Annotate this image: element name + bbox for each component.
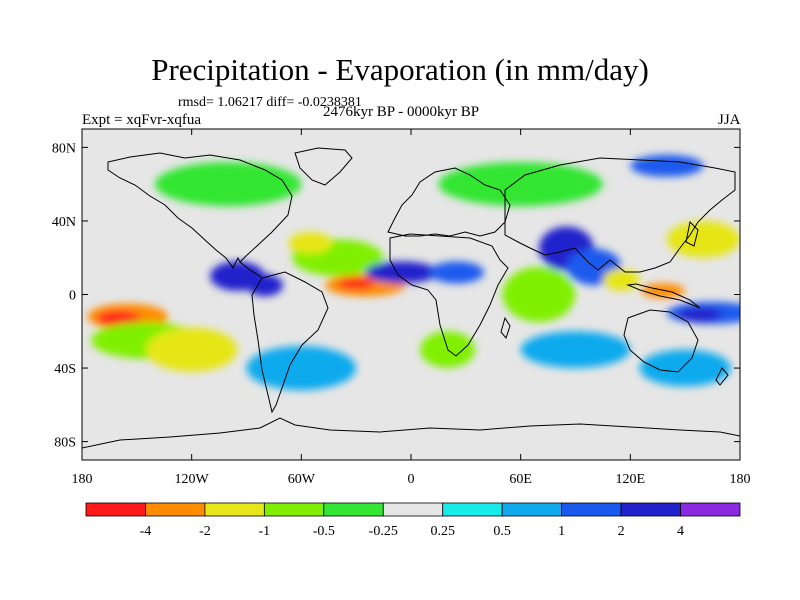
coast-asia	[504, 157, 736, 273]
coast-south-america	[251, 271, 329, 414]
coast-madagascar	[500, 316, 511, 340]
colorbar-swatch	[263, 502, 325, 517]
page-title: Precipitation - Evaporation (in mm/day)	[151, 52, 649, 87]
coast-japan	[685, 220, 699, 247]
colorbar-label: -0.25	[369, 524, 398, 539]
colorbar-label: -4	[140, 524, 152, 539]
coast-antarctica	[82, 417, 740, 449]
colorbar-swatch	[442, 502, 503, 517]
x-tick-label: 60W	[288, 472, 316, 487]
field-patch	[96, 311, 141, 326]
experiment-label: Expt = xqFvr-xqfua	[82, 112, 201, 128]
colorbar-swatch	[85, 502, 146, 517]
colorbar-swatch	[145, 502, 206, 517]
field-patch	[677, 307, 722, 323]
x-tick-label: 0	[408, 472, 415, 487]
coast-new-zealand	[715, 367, 729, 386]
y-tick-label: 80N	[52, 141, 76, 156]
colorbar-label: -1	[259, 524, 271, 539]
colorbar-swatch	[561, 502, 622, 517]
field-patch	[502, 266, 576, 323]
y-tick-label: 80S	[54, 436, 76, 451]
colorbar-swatch	[680, 502, 741, 517]
colorbar-label: 4	[677, 524, 684, 539]
field-patch	[246, 274, 284, 297]
y-tick-label: 40N	[52, 215, 76, 230]
y-tick-label: 40S	[54, 362, 76, 377]
colorbar: -4 -2 -1 -0.5 -0.25 0.25 0.5 1 2 4	[85, 502, 741, 539]
field-patch	[429, 261, 485, 284]
period-label: 2476kyr BP - 0000kyr BP	[323, 104, 480, 120]
field-patch	[641, 283, 686, 299]
y-tick-label: 0	[69, 289, 76, 304]
x-tick-label: 120W	[175, 472, 210, 487]
coast-greenland	[294, 147, 353, 186]
x-tick-label: 60E	[509, 472, 532, 487]
field-patch	[337, 277, 375, 289]
coast-central-america	[239, 261, 263, 279]
colorbar-label: 2	[618, 524, 625, 539]
coast-africa	[389, 233, 509, 357]
field-patch	[639, 349, 731, 387]
colorbar-swatch	[501, 502, 563, 517]
colorbar-swatch	[204, 502, 265, 517]
colorbar-label: 0.5	[493, 524, 511, 539]
colorbar-label: 0.25	[430, 524, 455, 539]
colorbar-swatch	[382, 502, 444, 517]
x-tick-label: 180	[72, 472, 93, 487]
field-patch	[630, 154, 704, 177]
colorbar-label: -2	[199, 524, 211, 539]
field-patch	[438, 162, 603, 207]
colorbar-label: 1	[558, 524, 565, 539]
colorbar-label: -0.5	[313, 524, 335, 539]
coastlines	[82, 147, 740, 449]
field-patch	[155, 162, 302, 207]
rmsd-diff-label: rmsd= 1.06217 diff= -0.0238381	[178, 95, 362, 110]
colorbar-swatch	[620, 502, 681, 517]
colorbar-swatch	[323, 502, 384, 517]
x-tick-label: 120E	[616, 472, 646, 487]
field-patch	[602, 268, 640, 291]
field-patch	[520, 331, 631, 369]
field-patch	[365, 261, 439, 284]
axis-layer: 80N 40N 0 40S 80S 180 120W 60W 0 60E 120E 180	[52, 129, 751, 487]
coast-australia	[623, 309, 699, 373]
field-patch	[145, 327, 238, 372]
coast-maritime-asia	[626, 283, 701, 309]
field-patch	[246, 345, 357, 391]
field-patch	[666, 220, 740, 258]
x-tick-label: 180	[730, 472, 751, 487]
season-label: JJA	[718, 112, 741, 128]
field-patch	[288, 231, 333, 255]
